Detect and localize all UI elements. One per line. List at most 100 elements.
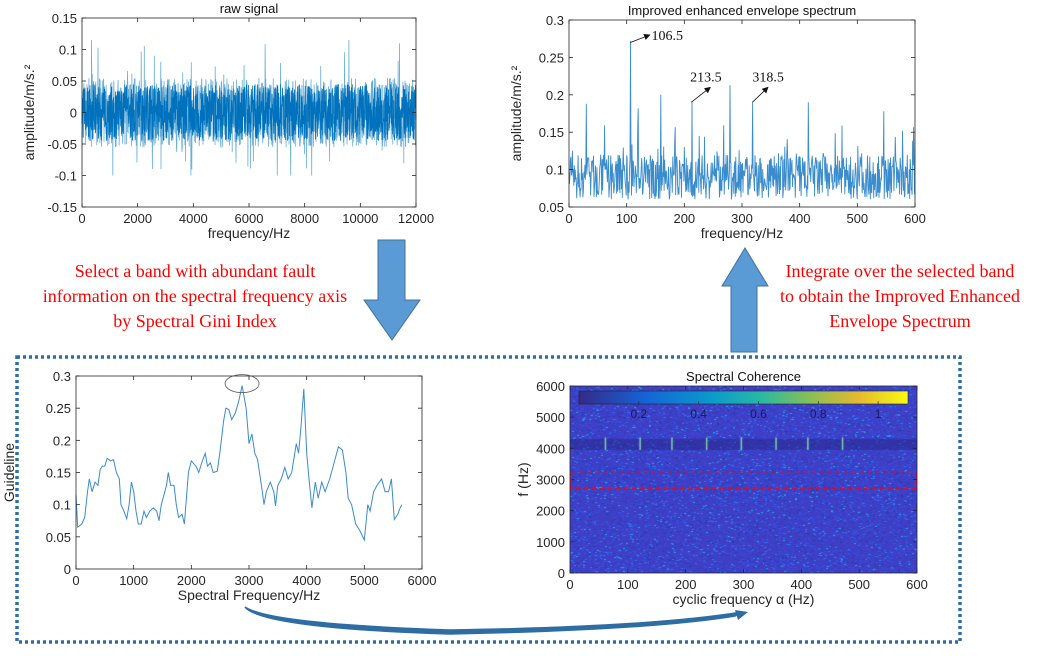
- processing-group-box: [15, 355, 962, 644]
- x-tick-label: 8000: [290, 211, 319, 226]
- up-arrow: [721, 247, 769, 353]
- right-caption: Integrate over the selected band to obta…: [740, 259, 1044, 334]
- y-tick-label: -0.1: [55, 169, 77, 184]
- axes-box: [569, 385, 918, 574]
- y-tick-label: 0.3: [546, 13, 564, 28]
- x-tick-label: 0: [565, 211, 572, 226]
- annotation-arrow: [752, 86, 769, 103]
- x-tick-label: 1000: [119, 573, 148, 588]
- y-tick-label: 6000: [536, 379, 565, 394]
- y-tick-label: 4000: [536, 441, 565, 456]
- chart-title: Improved enhanced envelope spectrum: [628, 3, 856, 18]
- x-tick-label: 2000: [177, 573, 206, 588]
- x-tick-label: 400: [790, 577, 812, 592]
- caption-line: information on the spectral frequency ax…: [42, 286, 348, 306]
- peak-annotation: 213.5: [690, 70, 722, 85]
- x-tick-label: 4000: [179, 211, 208, 226]
- y-tick-label: 0.1: [53, 498, 71, 513]
- chart-title: Spectral Coherence: [686, 369, 801, 384]
- selected-band-box: [570, 472, 917, 490]
- colorbar-tick-label: 0.8: [810, 407, 827, 421]
- y-tick-label: 0.25: [46, 401, 71, 416]
- peak-highlight-ellipse: [224, 374, 260, 394]
- x-tick-label: 500: [848, 577, 870, 592]
- y-tick-label: 0.1: [546, 163, 564, 178]
- x-tick-label: 12000: [398, 211, 434, 226]
- x-tick-label: 300: [731, 211, 753, 226]
- y-tick-label: 0.1: [59, 43, 77, 58]
- y-tick-label: 0.2: [546, 88, 564, 103]
- x-tick-label: 0: [72, 573, 79, 588]
- y-tick-label: 0.05: [52, 74, 77, 89]
- y-tick-label: -0.15: [47, 200, 77, 215]
- y-tick-label: 0.05: [539, 200, 564, 215]
- x-tick-label: 200: [673, 211, 695, 226]
- colorbar-tick-label: 0.6: [750, 407, 767, 421]
- x-tick-label: 200: [675, 577, 697, 592]
- x-tick-label: 0: [566, 577, 573, 592]
- y-tick-label: 1000: [536, 535, 565, 550]
- x-tick-label: 6000: [235, 211, 264, 226]
- y-tick-label: -0.05: [47, 137, 77, 152]
- y-axis-label: Guideline: [1, 443, 17, 502]
- x-tick-label: 3000: [235, 573, 264, 588]
- colorbar-tick-label: 1: [875, 407, 882, 421]
- chart-title: raw signal: [220, 1, 279, 16]
- x-tick-label: 6000: [408, 573, 437, 588]
- down-arrow: [363, 239, 421, 341]
- y-tick-label: 0.15: [539, 125, 564, 140]
- annotation-arrow: [630, 33, 651, 43]
- peak-annotation: 318.5: [752, 70, 784, 85]
- curved-arrow-head: [735, 610, 748, 620]
- guideline-curve: [75, 385, 403, 542]
- x-axis-label: Spectral Frequency/Hz: [178, 587, 320, 603]
- spectral-coherence-heatmap: [570, 386, 917, 573]
- peak-annotation: 106.5: [651, 29, 683, 44]
- caption-line: to obtain the Improved Enhanced: [780, 286, 1020, 306]
- envelope-spectrum-line: [568, 40, 916, 200]
- caption-line: by Spectral Gini Index: [113, 311, 277, 331]
- y-tick-label: 0: [558, 566, 565, 581]
- x-axis-label: frequency/Hz: [208, 225, 290, 241]
- x-axis-label: frequency/Hz: [701, 225, 783, 241]
- left-caption: Select a band with abundant fault inform…: [20, 259, 370, 334]
- y-axis-label: amplitude/m/s.²: [21, 64, 37, 160]
- raw-signal-line: [81, 84, 417, 141]
- y-tick-label: 0.05: [46, 530, 71, 545]
- colorbar-tick-label: 0.2: [630, 407, 647, 421]
- y-tick-label: 0.2: [53, 433, 71, 448]
- x-tick-label: 100: [616, 211, 638, 226]
- y-tick-label: 0.15: [46, 466, 71, 481]
- x-tick-label: 600: [906, 577, 928, 592]
- y-axis-label: amplitude/m/s.²: [508, 65, 524, 161]
- y-axis-label: f (Hz): [515, 462, 531, 496]
- y-tick-label: 0.3: [53, 369, 71, 384]
- x-tick-label: 5000: [350, 573, 379, 588]
- x-tick-label: 10000: [342, 211, 378, 226]
- x-tick-label: 2000: [123, 211, 152, 226]
- curved-connector-arrow: [244, 606, 743, 635]
- x-tick-label: 100: [617, 577, 639, 592]
- x-tick-label: 0: [78, 211, 85, 226]
- x-tick-label: 400: [789, 211, 811, 226]
- y-tick-label: 0.25: [539, 50, 564, 65]
- y-tick-label: 0.15: [52, 11, 77, 26]
- x-axis-label: cyclic frequency α (Hz): [673, 591, 815, 607]
- colorbar: [578, 390, 909, 405]
- x-tick-label: 300: [733, 577, 755, 592]
- annotation-arrow: [691, 86, 711, 103]
- x-tick-label: 4000: [292, 573, 321, 588]
- caption-line: Envelope Spectrum: [829, 311, 971, 331]
- caption-line: Select a band with abundant fault: [74, 261, 316, 281]
- colorbar-tick-label: 0.4: [690, 407, 707, 421]
- y-tick-label: 2000: [536, 504, 565, 519]
- y-tick-label: 0: [70, 106, 77, 121]
- y-tick-label: 5000: [536, 410, 565, 425]
- y-tick-label: 3000: [536, 473, 565, 488]
- x-tick-label: 600: [904, 211, 926, 226]
- caption-line: Integrate over the selected band: [785, 261, 1015, 281]
- x-tick-label: 500: [846, 211, 868, 226]
